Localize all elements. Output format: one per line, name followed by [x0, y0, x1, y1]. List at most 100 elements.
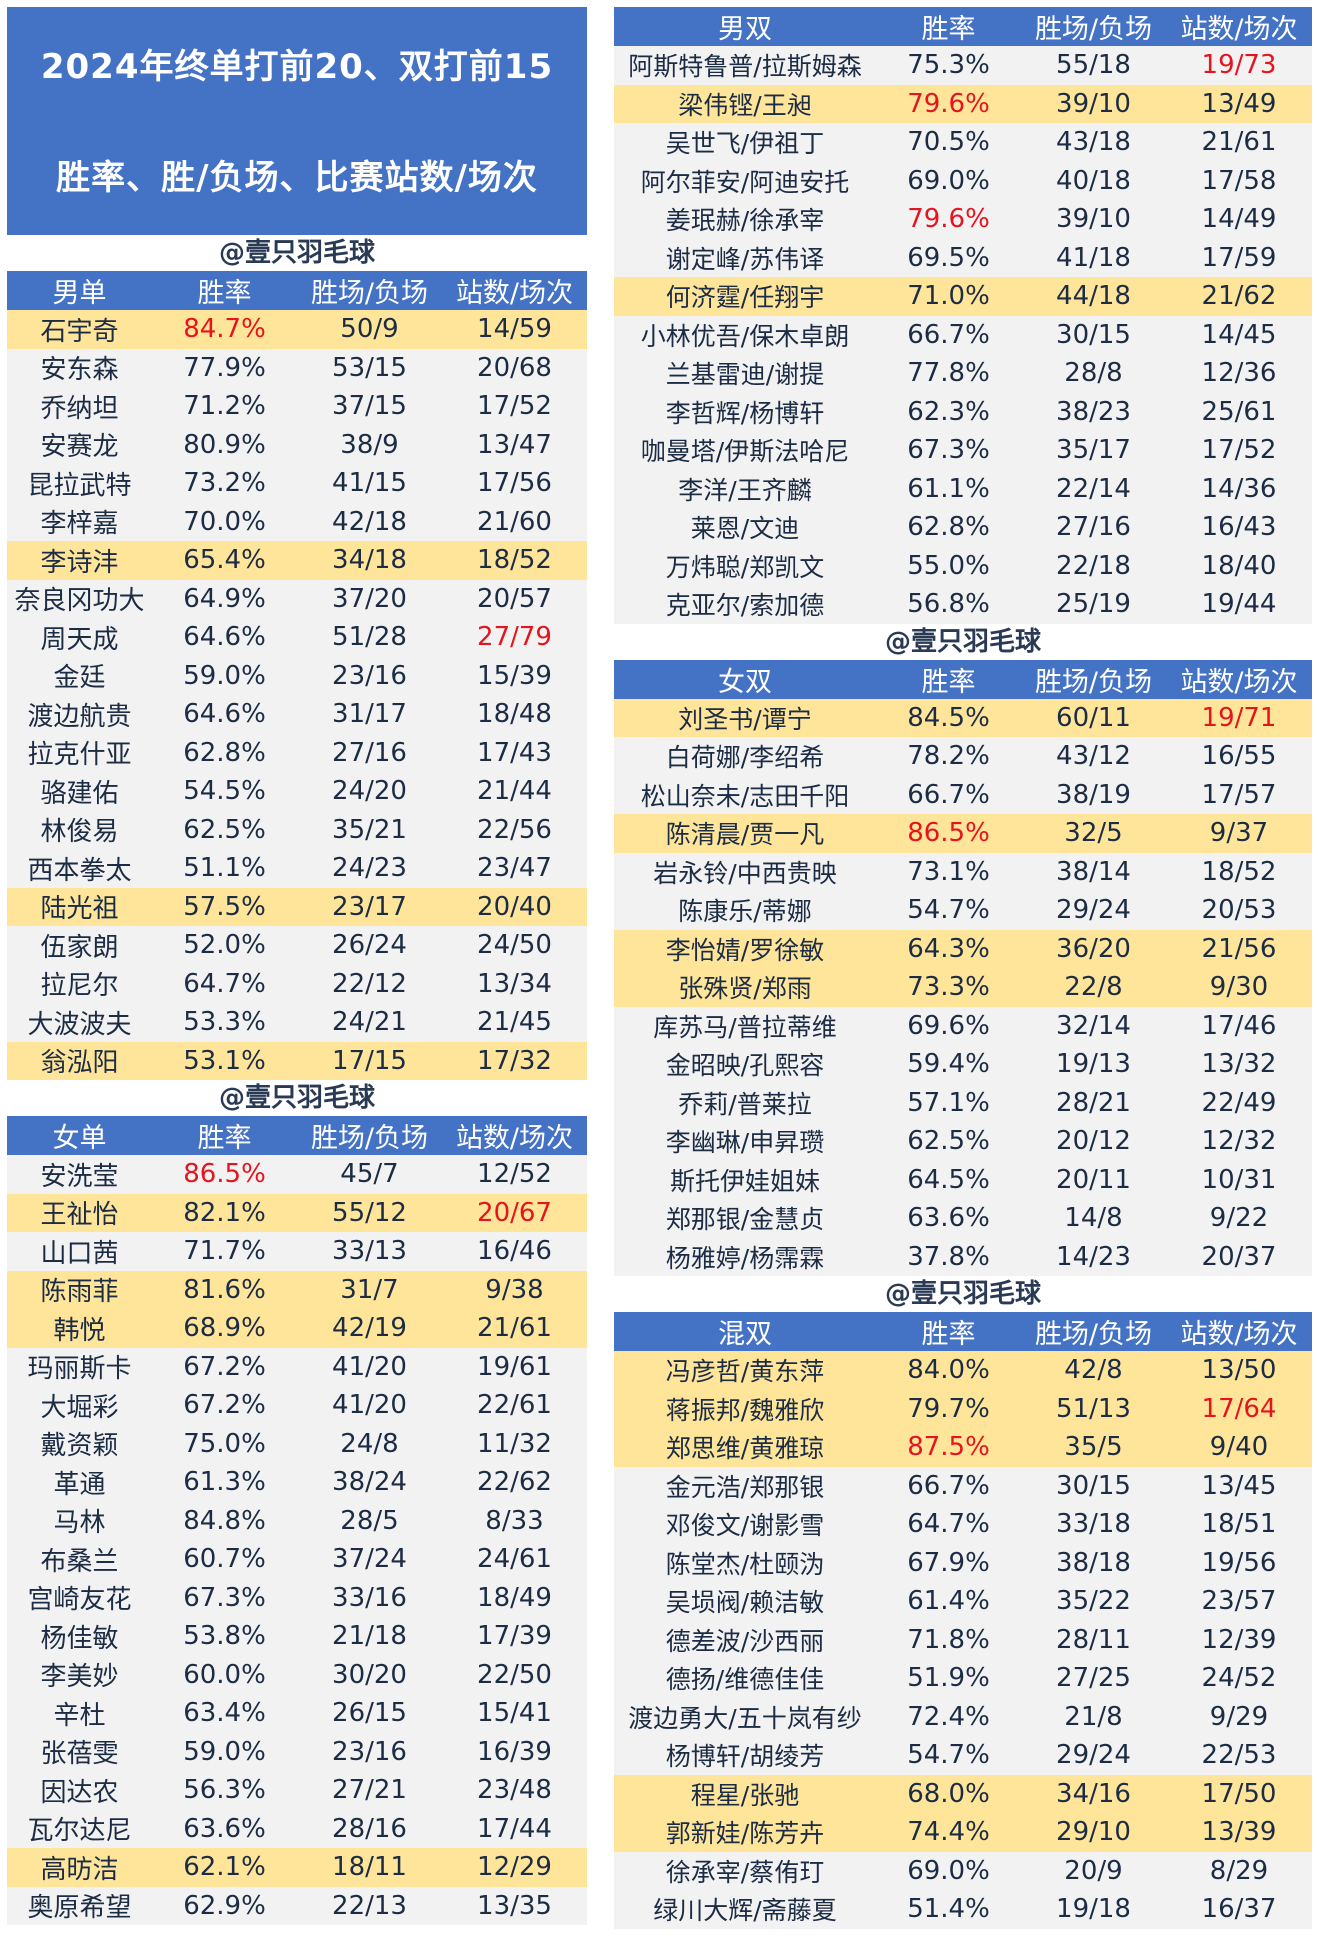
events-matches-cell: 19/56	[1201, 1547, 1277, 1578]
table-row: 岩永铃/中西贵映 73.1% 38/14 18/52	[614, 852, 1312, 891]
player-name-cell: 程星/张驰	[690, 1780, 800, 1810]
win-loss-cell: 25/19	[1056, 589, 1131, 620]
player-name-cell: 阿斯特鲁普/拉斯姆森	[628, 52, 862, 82]
player-name-cell: 昆拉武特	[27, 470, 132, 501]
table-row: 大波波夫 53.3% 24/21 21/45	[7, 1003, 587, 1042]
win-rate-cell: 62.5%	[907, 1126, 990, 1157]
win-loss-cell: 55/18	[1056, 50, 1131, 81]
table-row: 阿斯特鲁普/拉斯姆森 75.3% 55/18 19/73	[614, 46, 1312, 85]
player-name-cell: 杨雅婷/杨霈霖	[665, 1243, 825, 1273]
win-rate-cell: 52.0%	[183, 930, 266, 961]
header-win-rate: 胜率	[876, 1312, 1021, 1351]
table-row: 郭新娃/陈芳卉 74.4% 29/10 13/39	[614, 1813, 1312, 1852]
table-row: 郑思维/黄雅琼 87.5% 35/5 9/40	[614, 1428, 1312, 1467]
table-header-row: 女单 胜率 胜场/负场 站数/场次	[7, 1116, 587, 1155]
win-rate-cell: 67.2%	[183, 1351, 266, 1382]
win-loss-cell: 43/12	[1056, 741, 1131, 772]
table-mens-doubles: 男双 胜率 胜场/负场 站数/场次 阿斯特鲁普/拉斯姆森 75.3% 55/18 19…	[614, 7, 1312, 624]
win-loss-cell: 44/18	[1056, 281, 1131, 312]
events-matches-cell: 20/40	[477, 891, 552, 922]
events-matches-cell: 10/31	[1201, 1164, 1277, 1195]
win-rate-cell: 74.4%	[907, 1817, 990, 1848]
events-matches-cell: 9/22	[1209, 1203, 1269, 1234]
table-row: 绿川大辉/斋藤夏 51.4% 19/18 16/37	[614, 1890, 1312, 1929]
win-rate-cell: 73.1%	[907, 856, 990, 887]
events-matches-cell: 16/37	[1201, 1894, 1277, 1925]
win-rate-cell: 66.7%	[907, 779, 990, 810]
table-row: 昆拉武特 73.2% 41/15 17/56	[7, 464, 587, 503]
win-rate-cell: 64.3%	[907, 933, 990, 964]
win-rate-cell: 63.4%	[183, 1698, 266, 1729]
events-matches-cell: 15/41	[477, 1698, 552, 1729]
events-matches-cell: 9/29	[1209, 1701, 1269, 1732]
win-loss-cell: 22/12	[332, 968, 407, 999]
win-rate-cell: 57.5%	[183, 891, 266, 922]
win-rate-cell: 86.5%	[183, 1159, 266, 1190]
win-loss-cell: 21/8	[1064, 1701, 1123, 1732]
win-loss-cell: 22/13	[332, 1890, 407, 1921]
win-rate-cell: 67.3%	[907, 435, 990, 466]
events-matches-cell: 14/49	[1201, 204, 1277, 235]
win-rate-cell: 79.7%	[907, 1393, 990, 1424]
win-rate-cell: 53.1%	[183, 1045, 266, 1076]
table-row: 冯彦哲/黄东萍 84.0% 42/8 13/50	[614, 1351, 1312, 1390]
events-matches-cell: 24/61	[477, 1544, 552, 1575]
win-loss-cell: 33/18	[1056, 1509, 1131, 1540]
table-row: 伍家朗 52.0% 26/24 24/50	[7, 926, 587, 965]
events-matches-cell: 18/48	[477, 699, 552, 730]
events-matches-cell: 13/35	[477, 1890, 552, 1921]
win-rate-cell: 71.0%	[907, 281, 990, 312]
player-name-cell: 李梓嘉	[40, 509, 119, 540]
table-row: 陈清晨/贾一凡 86.5% 32/5 9/37	[614, 814, 1312, 853]
win-rate-cell: 61.3%	[183, 1467, 266, 1498]
win-rate-cell: 75.0%	[183, 1428, 266, 1459]
win-loss-cell: 37/15	[332, 391, 407, 422]
player-name-cell: 渡边勇大/五十岚有纱	[628, 1703, 862, 1733]
table-row: 金廷 59.0% 23/16 15/39	[7, 656, 587, 695]
win-rate-cell: 87.5%	[907, 1432, 990, 1463]
win-loss-cell: 27/16	[1056, 512, 1131, 543]
win-loss-cell: 30/15	[1056, 319, 1131, 350]
win-loss-cell: 35/5	[1064, 1432, 1123, 1463]
player-name-cell: 姜珉赫/徐承宰	[665, 206, 825, 236]
table-row: 李幽琳/申昇瓒 62.5% 20/12 12/32	[614, 1122, 1312, 1161]
player-name-cell: 谢定峰/苏伟译	[665, 244, 825, 274]
events-matches-cell: 12/29	[477, 1852, 552, 1883]
win-loss-cell: 24/21	[332, 1007, 407, 1038]
win-rate-cell: 61.1%	[907, 473, 990, 504]
win-loss-cell: 37/20	[332, 583, 407, 614]
win-rate-cell: 86.5%	[907, 818, 990, 849]
header-win-loss: 胜场/负场	[1021, 1312, 1166, 1351]
events-matches-cell: 20/37	[1201, 1241, 1277, 1272]
win-rate-cell: 59.4%	[907, 1049, 990, 1080]
table-row: 咖曼塔/伊斯法哈尼 67.3% 35/17 17/52	[614, 431, 1312, 470]
table-row: 林俊易 62.5% 35/21 22/56	[7, 810, 587, 849]
table-row: 李洋/王齐麟 61.1% 22/14 14/36	[614, 469, 1312, 508]
events-matches-cell: 17/32	[477, 1045, 552, 1076]
win-rate-cell: 64.6%	[183, 699, 266, 730]
table-row: 库苏马/普拉蒂维 69.6% 32/14 17/46	[614, 1006, 1312, 1045]
events-matches-cell: 21/61	[1201, 127, 1277, 158]
player-name-cell: 翁泓阳	[40, 1048, 119, 1079]
win-rate-cell: 64.6%	[183, 622, 266, 653]
win-loss-cell: 29/24	[1056, 1740, 1131, 1771]
win-loss-cell: 28/11	[1056, 1624, 1131, 1655]
table-row: 刘圣书/谭宁 84.5% 60/11 19/71	[614, 698, 1312, 737]
win-loss-cell: 42/19	[332, 1313, 407, 1344]
win-loss-cell: 45/7	[340, 1159, 399, 1190]
table-row: 安东森 77.9% 53/15 20/68	[7, 348, 587, 387]
win-loss-cell: 31/17	[332, 699, 407, 730]
player-name-cell: 德扬/维德佳佳	[665, 1665, 825, 1695]
win-loss-cell: 40/18	[1056, 165, 1131, 196]
player-name-cell: 李美妙	[40, 1662, 119, 1693]
table-row: 李梓嘉 70.0% 42/18 21/60	[7, 502, 587, 541]
win-rate-cell: 69.0%	[907, 1855, 990, 1886]
header-events-matches: 站数/场次	[1166, 7, 1312, 46]
win-rate-cell: 84.7%	[183, 314, 266, 345]
table-row: 王祉怡 82.1% 55/12 20/67	[7, 1193, 587, 1232]
table-row: 李怡婧/罗徐敏 64.3% 36/20 21/56	[614, 929, 1312, 968]
player-name-cell: 岩永铃/中西贵映	[653, 858, 837, 888]
player-name-cell: 大堀彩	[40, 1392, 119, 1423]
watermark: @壹只羽毛球	[218, 238, 375, 268]
win-rate-cell: 69.6%	[907, 1010, 990, 1041]
